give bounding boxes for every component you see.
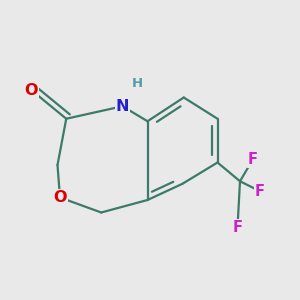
Text: F: F — [248, 152, 257, 167]
Text: O: O — [53, 190, 67, 205]
Text: N: N — [116, 99, 129, 114]
Text: F: F — [255, 184, 265, 199]
Text: H: H — [132, 77, 143, 90]
Text: F: F — [232, 220, 242, 235]
Text: O: O — [25, 82, 38, 98]
